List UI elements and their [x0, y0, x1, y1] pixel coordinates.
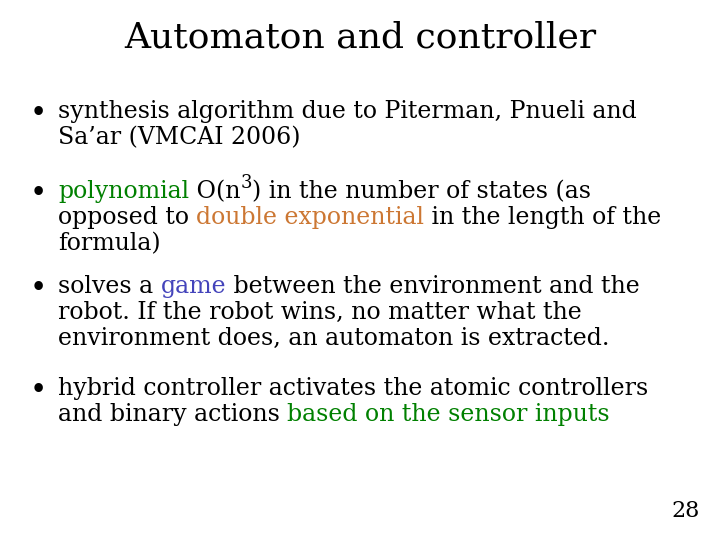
- Text: ) in the number of states (as: ) in the number of states (as: [252, 180, 591, 203]
- Text: and binary actions: and binary actions: [58, 403, 287, 426]
- Text: robot. If the robot wins, no matter what the: robot. If the robot wins, no matter what…: [58, 301, 582, 324]
- Text: •: •: [30, 377, 48, 405]
- Text: solves a: solves a: [58, 275, 161, 298]
- Text: double exponential: double exponential: [197, 206, 425, 229]
- Text: •: •: [30, 275, 48, 303]
- Text: synthesis algorithm due to Piterman, Pnueli and: synthesis algorithm due to Piterman, Pnu…: [58, 100, 636, 123]
- Text: •: •: [30, 100, 48, 128]
- Text: polynomial: polynomial: [58, 180, 189, 203]
- Text: formula): formula): [58, 232, 161, 255]
- Text: 3: 3: [240, 174, 252, 192]
- Text: based on the sensor inputs: based on the sensor inputs: [287, 403, 610, 426]
- Text: •: •: [30, 180, 48, 208]
- Text: between the environment and the: between the environment and the: [226, 275, 640, 298]
- Text: Automaton and controller: Automaton and controller: [124, 20, 596, 54]
- Text: Sa’ar (VMCAI 2006): Sa’ar (VMCAI 2006): [58, 126, 300, 149]
- Text: opposed to: opposed to: [58, 206, 197, 229]
- Text: 28: 28: [672, 500, 700, 522]
- Text: hybrid controller activates the atomic controllers: hybrid controller activates the atomic c…: [58, 377, 648, 400]
- Text: game: game: [161, 275, 226, 298]
- Text: in the length of the: in the length of the: [425, 206, 662, 229]
- Text: O(n: O(n: [189, 180, 240, 203]
- Text: environment does, an automaton is extracted.: environment does, an automaton is extrac…: [58, 327, 610, 350]
